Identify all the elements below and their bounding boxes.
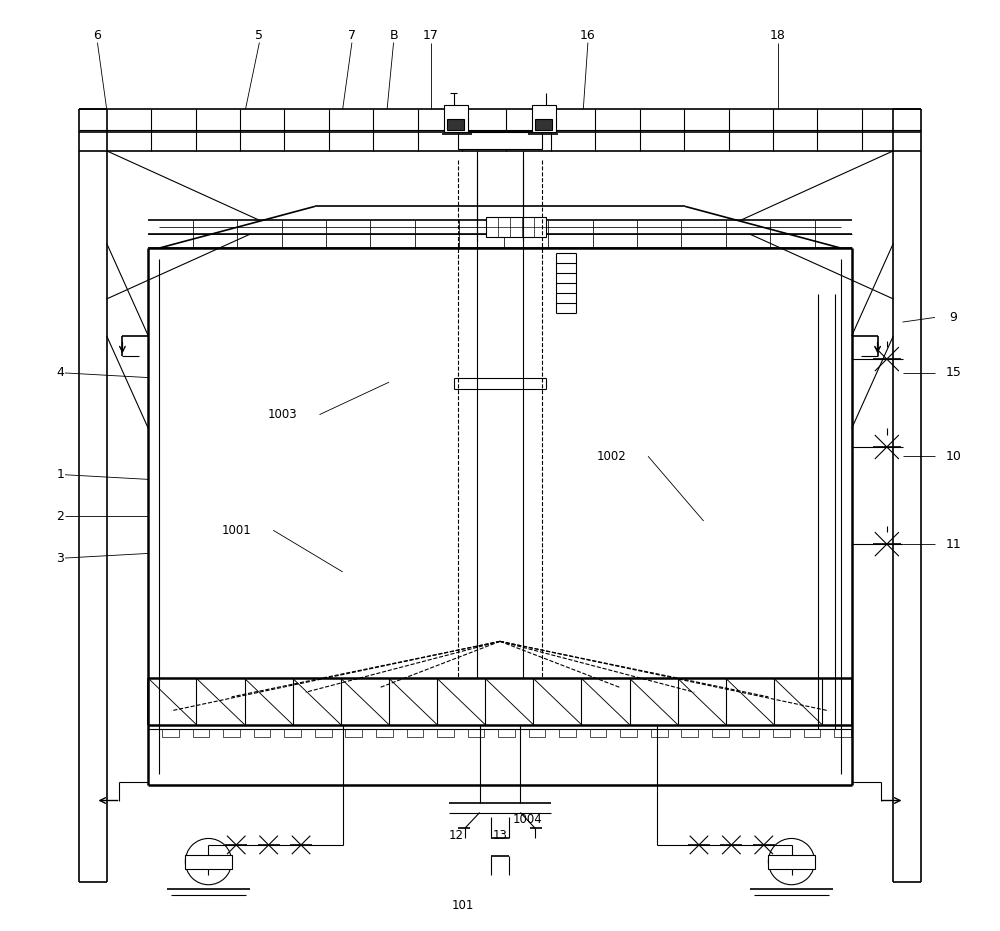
Text: 17: 17	[423, 29, 439, 42]
Bar	[444, 104, 468, 132]
Bar	[193, 729, 209, 736]
Bar	[254, 729, 270, 736]
Text: 1003: 1003	[268, 408, 297, 421]
Text: 18: 18	[770, 29, 786, 42]
Bar	[458, 132, 542, 149]
Bar	[590, 729, 606, 736]
Text: 15: 15	[946, 367, 961, 380]
Bar	[773, 729, 790, 736]
Bar	[223, 729, 240, 736]
Bar	[486, 217, 546, 236]
Text: 5: 5	[255, 29, 263, 42]
Bar	[651, 729, 668, 736]
Bar	[498, 729, 515, 736]
Bar	[447, 119, 464, 130]
Bar	[742, 729, 759, 736]
Bar	[437, 729, 454, 736]
Bar	[468, 729, 484, 736]
Text: 12: 12	[449, 830, 464, 843]
Text: B: B	[389, 29, 398, 42]
Bar	[559, 729, 576, 736]
Text: 16: 16	[580, 29, 596, 42]
Bar	[162, 729, 179, 736]
Text: 1: 1	[56, 468, 64, 481]
Bar	[768, 855, 815, 869]
Text: 3: 3	[56, 551, 64, 564]
Text: 6: 6	[93, 29, 101, 42]
Text: 13: 13	[493, 830, 507, 843]
Bar	[681, 729, 698, 736]
Text: 4: 4	[56, 367, 64, 380]
Text: 1004: 1004	[513, 813, 543, 826]
Text: 7: 7	[348, 29, 356, 42]
Bar	[532, 104, 556, 132]
Text: 11: 11	[946, 538, 961, 550]
Text: 101: 101	[452, 898, 474, 911]
Bar	[529, 729, 545, 736]
Bar	[376, 729, 393, 736]
Bar	[712, 729, 729, 736]
Bar	[535, 119, 552, 130]
Bar	[620, 729, 637, 736]
Bar	[804, 729, 820, 736]
Text: 1002: 1002	[596, 450, 626, 463]
Bar	[345, 729, 362, 736]
Bar	[315, 729, 332, 736]
Bar	[834, 729, 851, 736]
Text: 1001: 1001	[221, 524, 251, 537]
Bar	[284, 729, 301, 736]
Text: 9: 9	[950, 311, 957, 324]
Bar	[407, 729, 423, 736]
Text: 10: 10	[946, 450, 961, 463]
Text: 2: 2	[56, 510, 64, 523]
Bar	[185, 855, 232, 869]
